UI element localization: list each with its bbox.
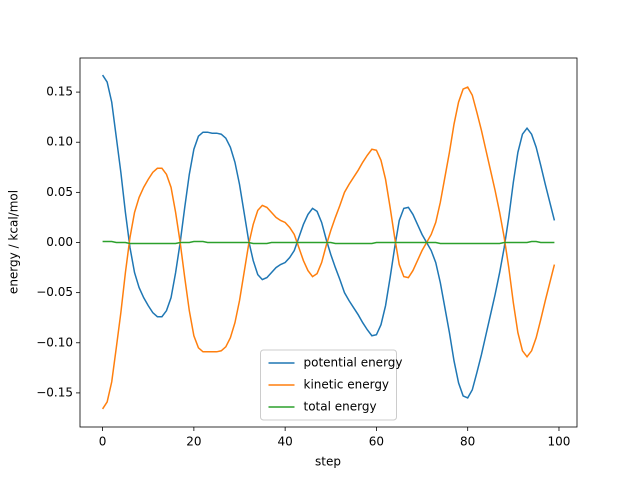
y-tick-label: −0.15 <box>36 385 73 399</box>
plot-frame <box>79 57 578 428</box>
x-tick-label: 0 <box>99 435 107 449</box>
x-tick-label: 40 <box>278 435 293 449</box>
x-tick-label: 20 <box>186 435 201 449</box>
x-axis-label: step <box>315 455 341 469</box>
y-tick-label: 0.00 <box>46 235 73 249</box>
line-series <box>101 86 556 410</box>
legend-label: total energy <box>304 400 377 414</box>
y-tick-label: 0.15 <box>46 85 73 99</box>
legend-label: potential energy <box>304 356 403 370</box>
legend-frame <box>260 349 397 421</box>
line-series <box>102 240 555 245</box>
y-tick-label: 0.10 <box>46 135 73 149</box>
legend-label: kinetic energy <box>304 378 390 392</box>
y-tick-label: −0.10 <box>36 335 73 349</box>
y-axis-label: energy / kcal/mol <box>7 190 21 294</box>
x-tick-label: 80 <box>460 435 475 449</box>
x-tick-label: 100 <box>548 435 571 449</box>
line-series <box>101 74 556 399</box>
legend: potential energy kinetic energy total ener… <box>260 349 403 421</box>
y-tick-label: −0.05 <box>36 285 73 299</box>
x-tick-label: 60 <box>369 435 384 449</box>
y-tick-label: 0.05 <box>46 185 73 199</box>
